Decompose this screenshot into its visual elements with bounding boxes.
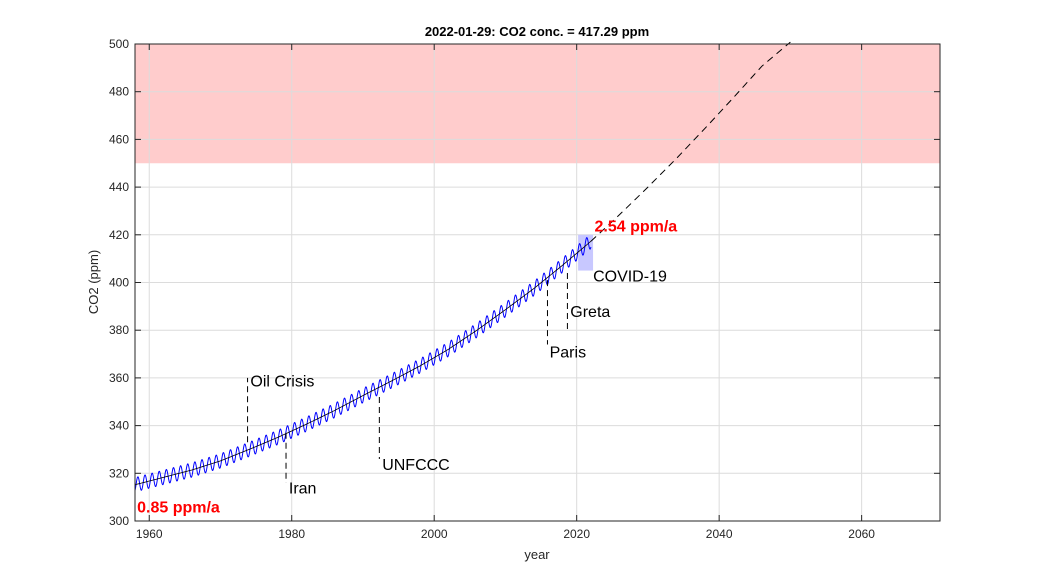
danger-zone-band [135, 44, 940, 164]
y-tick-label: 480 [109, 85, 129, 99]
y-tick-label: 300 [109, 514, 129, 528]
trend-line [134, 240, 592, 486]
y-tick-label: 460 [109, 132, 129, 146]
x-tick-label: 2000 [421, 527, 448, 541]
y-tick-label: 420 [109, 228, 129, 242]
rate-label-start: 0.85 ppm/a [137, 500, 220, 517]
y-tick-label: 500 [109, 37, 129, 51]
event-label-unfccc: UNFCCC [382, 457, 450, 474]
x-tick-label: 2020 [563, 527, 590, 541]
x-tick-label: 2060 [848, 527, 875, 541]
x-axis-label: year [524, 547, 550, 562]
event-label-paris: Paris [550, 345, 586, 362]
y-tick-label: 440 [109, 180, 129, 194]
event-label-oil-crisis: Oil Crisis [250, 373, 314, 390]
y-tick-label: 340 [109, 419, 129, 433]
y-tick-label: 320 [109, 466, 129, 480]
x-tick-label: 2040 [706, 527, 733, 541]
event-label-covid-19: COVID-19 [593, 268, 667, 285]
y-tick-label: 400 [109, 276, 129, 290]
x-tick-label: 1960 [136, 527, 163, 541]
y-tick-label: 380 [109, 323, 129, 337]
x-tick-label: 1980 [278, 527, 305, 541]
chart-title: 2022-01-29: CO2 conc. = 417.29 ppm [425, 24, 649, 39]
y-tick-label: 360 [109, 371, 129, 385]
rate-label-current: 2.54 ppm/a [594, 218, 677, 235]
event-label-greta: Greta [570, 304, 610, 321]
covid-highlight-box [578, 234, 594, 271]
y-axis-label: CO2 (ppm) [86, 250, 101, 314]
measured-co2-line [134, 237, 592, 491]
event-label-iran: Iran [289, 481, 317, 498]
